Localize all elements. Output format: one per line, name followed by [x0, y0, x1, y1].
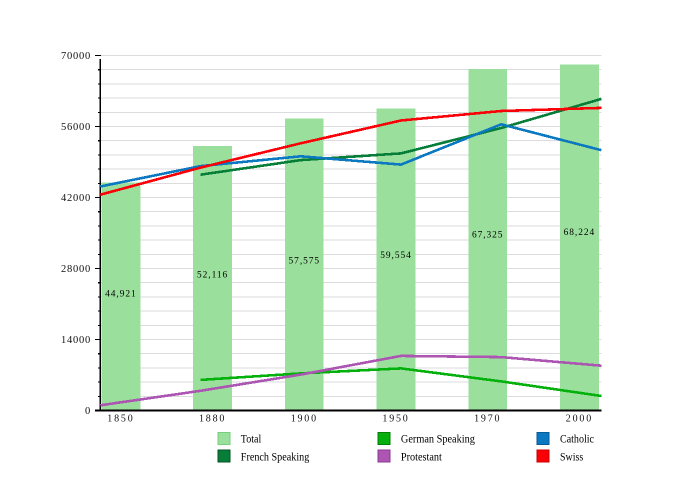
svg-text:59,554: 59,554: [380, 251, 411, 261]
svg-text:1950: 1950: [382, 414, 409, 425]
svg-text:52,116: 52,116: [197, 271, 228, 281]
svg-text:56000: 56000: [61, 122, 91, 133]
svg-text:44,921: 44,921: [105, 290, 136, 300]
svg-text:Swiss: Swiss: [560, 449, 583, 463]
svg-text:67,325: 67,325: [472, 231, 503, 241]
svg-text:42000: 42000: [61, 193, 91, 204]
svg-text:70000: 70000: [61, 51, 91, 62]
svg-text:1850: 1850: [107, 414, 134, 425]
svg-text:14000: 14000: [61, 335, 91, 346]
svg-text:2000: 2000: [566, 414, 593, 425]
svg-text:Total: Total: [241, 432, 262, 446]
svg-text:Catholic: Catholic: [560, 432, 594, 446]
svg-text:0: 0: [85, 406, 91, 417]
svg-text:Protestant: Protestant: [401, 449, 443, 463]
svg-text:French Speaking: French Speaking: [241, 449, 309, 463]
svg-text:28000: 28000: [61, 264, 91, 275]
svg-text:German Speaking: German Speaking: [401, 432, 475, 446]
svg-text:1880: 1880: [199, 414, 226, 425]
svg-text:68,224: 68,224: [564, 228, 595, 238]
svg-text:57,575: 57,575: [289, 256, 320, 266]
svg-text:1970: 1970: [474, 414, 501, 425]
svg-text:1900: 1900: [291, 414, 318, 425]
